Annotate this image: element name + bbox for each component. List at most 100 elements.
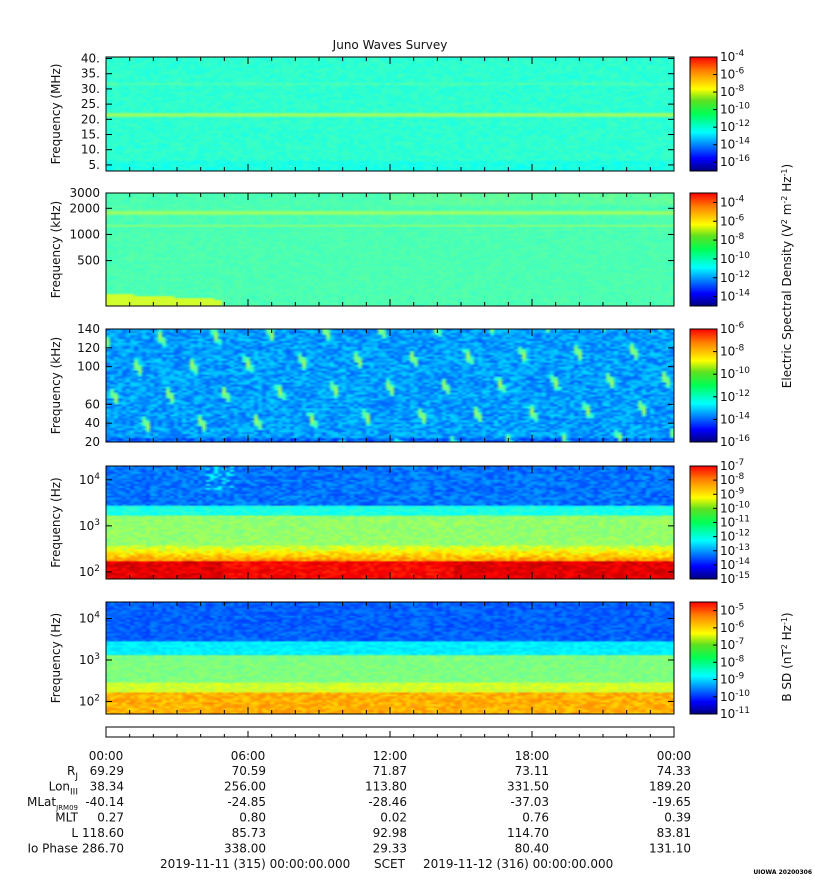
ephemeris-value: 83.81 (657, 826, 691, 840)
colorbar-tick-label: 10-12 (720, 529, 750, 544)
ephemeris-label: LonIII (49, 780, 78, 798)
colorbar-tick-label: 10-8 (720, 84, 745, 99)
y-tick-label: 40 (85, 416, 100, 430)
colorbar-frame (689, 328, 718, 443)
y-tick-label: 500 (77, 254, 100, 268)
ephemeris-value: -28.46 (368, 795, 407, 809)
y-tick-label: 102 (79, 564, 100, 579)
y-axis-label: Frequency (MHz) (49, 64, 63, 165)
spectrogram-image (106, 57, 674, 171)
colorbar-tick-label: 10-7 (720, 458, 744, 473)
y-tick-label: 20. (81, 112, 100, 126)
colorbar-tick-label: 10-16 (720, 434, 750, 449)
panel-3: 20 40 60 100 120 140 Frequency (kHz) 10-6 10-8 10… (49, 321, 750, 449)
y-axis-label: Frequency (kHz) (49, 201, 63, 298)
ephemeris-label: RJ (67, 764, 78, 782)
ephemeris-value: 71.87 (373, 764, 407, 778)
time-tick-label: 00:00 (89, 749, 124, 763)
y-tick-label: 104 (79, 472, 100, 487)
ephemeris-value: 38.34 (90, 780, 124, 794)
ephemeris-value: -40.14 (85, 795, 124, 809)
colorbar-tick-label: 10-4 (720, 49, 745, 64)
ephemeris-value: 80.40 (515, 842, 549, 856)
colorbar-tick-label: 10-12 (720, 270, 750, 285)
time-tick-label: 06:00 (231, 749, 266, 763)
colorbar (690, 193, 717, 306)
footer-scet: SCET (374, 857, 406, 871)
y-tick-label: 25. (81, 97, 100, 111)
colorbar (690, 602, 717, 714)
version-stamp: UIOWA 20200306 (753, 869, 812, 876)
ephemeris-value: 85.73 (232, 826, 266, 840)
ephemeris-value: 131.10 (649, 842, 691, 856)
colorbar (690, 466, 717, 579)
y-tick-label: 120 (77, 341, 100, 355)
colorbar-tick-label: 10-6 (720, 620, 745, 635)
y-tick-label: 5. (89, 158, 100, 172)
panel-5: 102 103 104 Frequency (Hz) 10-5 10-6 10-7 10-8 1… (49, 601, 750, 721)
footer-start-time: 2019-11-11 (315) 00:00:00.000 (160, 857, 350, 871)
spectrogram-image (106, 602, 674, 714)
footer-end-time: 2019-11-12 (316) 00:00:00.000 (423, 857, 613, 871)
colorbar-tick-label: 10-12 (720, 389, 750, 404)
y-tick-label: 35. (81, 67, 100, 81)
colorbar-tick-label: 10-15 (720, 571, 750, 586)
y-tick-label: 1000 (69, 227, 100, 241)
ephemeris-value: 69.29 (90, 764, 124, 778)
y-axis-label: Frequency (kHz) (49, 337, 63, 434)
ephemeris-value: 331.50 (507, 780, 549, 794)
time-axis: 00:00 06:00 12:00 18:00 00:00 (89, 726, 692, 763)
time-tick-label: 00:00 (657, 749, 692, 763)
ephemeris-value: 0.80 (239, 811, 266, 825)
spectrogram-image (106, 329, 674, 442)
colorbar-tick-label: 10-16 (720, 154, 750, 169)
colorbar-tick-label: 10-10 (720, 689, 750, 704)
ephemeris-value: 74.33 (657, 764, 691, 778)
ephemeris-value: 0.02 (380, 811, 407, 825)
ephemeris-value: 338.00 (224, 842, 266, 856)
colorbar-tick-label: 10-5 (720, 603, 744, 618)
ephemeris-value: 286.70 (82, 842, 124, 856)
colorbar-frame (689, 601, 718, 715)
ephemeris-value: 70.59 (232, 764, 266, 778)
y-tick-label: 103 (79, 518, 100, 533)
colorbar-tick-label: 10-6 (720, 213, 745, 228)
colorbar-tick-label: 10-14 (720, 289, 750, 304)
colorbar-frame (689, 56, 718, 172)
y-tick-label: 20 (85, 435, 100, 449)
y-tick-label: 140 (77, 322, 100, 336)
y-tick-label: 103 (79, 652, 100, 667)
ephemeris-value: 189.20 (649, 780, 691, 794)
ephemeris-label: MLatJRM09 (27, 795, 78, 812)
colorbar (690, 329, 717, 442)
ephemeris-value: 29.33 (373, 842, 407, 856)
colorbar-frame (689, 192, 718, 307)
colorbar-tick-label: 10-10 (720, 102, 750, 117)
ephemeris-label: Io Phase (27, 842, 78, 856)
ephemeris-value: 92.98 (373, 826, 407, 840)
y-tick-label: 104 (79, 611, 100, 626)
colorbar-tick-label: 10-10 (720, 251, 750, 266)
ephemeris-value: 114.70 (507, 826, 549, 840)
ephemeris-value: 118.60 (82, 826, 124, 840)
colorbar-tick-label: 10-4 (720, 194, 745, 209)
e-field-colorbar-label: Electric Spectral Density (V2 m-2 Hz-1) (780, 164, 794, 388)
panel-4: 102 103 104 Frequency (Hz) 10-710-810-910-10… (49, 458, 750, 586)
figure-title: Juno Waves Survey (332, 38, 448, 52)
colorbar-tick-label: 10-13 (720, 543, 750, 558)
colorbar-tick-label: 10-14 (720, 557, 750, 572)
ephemeris-value: 0.27 (97, 811, 124, 825)
colorbar-tick-label: 10-10 (720, 500, 750, 515)
colorbar-tick-label: 10-12 (720, 119, 750, 134)
colorbar-tick-label: 10-9 (720, 672, 745, 687)
colorbar-tick-label: 10-6 (720, 321, 745, 336)
colorbar-tick-label: 10-7 (720, 637, 744, 652)
ephemeris-label: L (71, 826, 78, 840)
spectrogram-image (106, 466, 674, 579)
colorbar-tick-label: 10-10 (720, 366, 750, 381)
ephemeris-value: 113.80 (365, 780, 407, 794)
colorbar-tick-label: 10-8 (720, 232, 745, 247)
time-tick-label: 18:00 (515, 749, 550, 763)
ephemeris-value: -37.03 (510, 795, 549, 809)
